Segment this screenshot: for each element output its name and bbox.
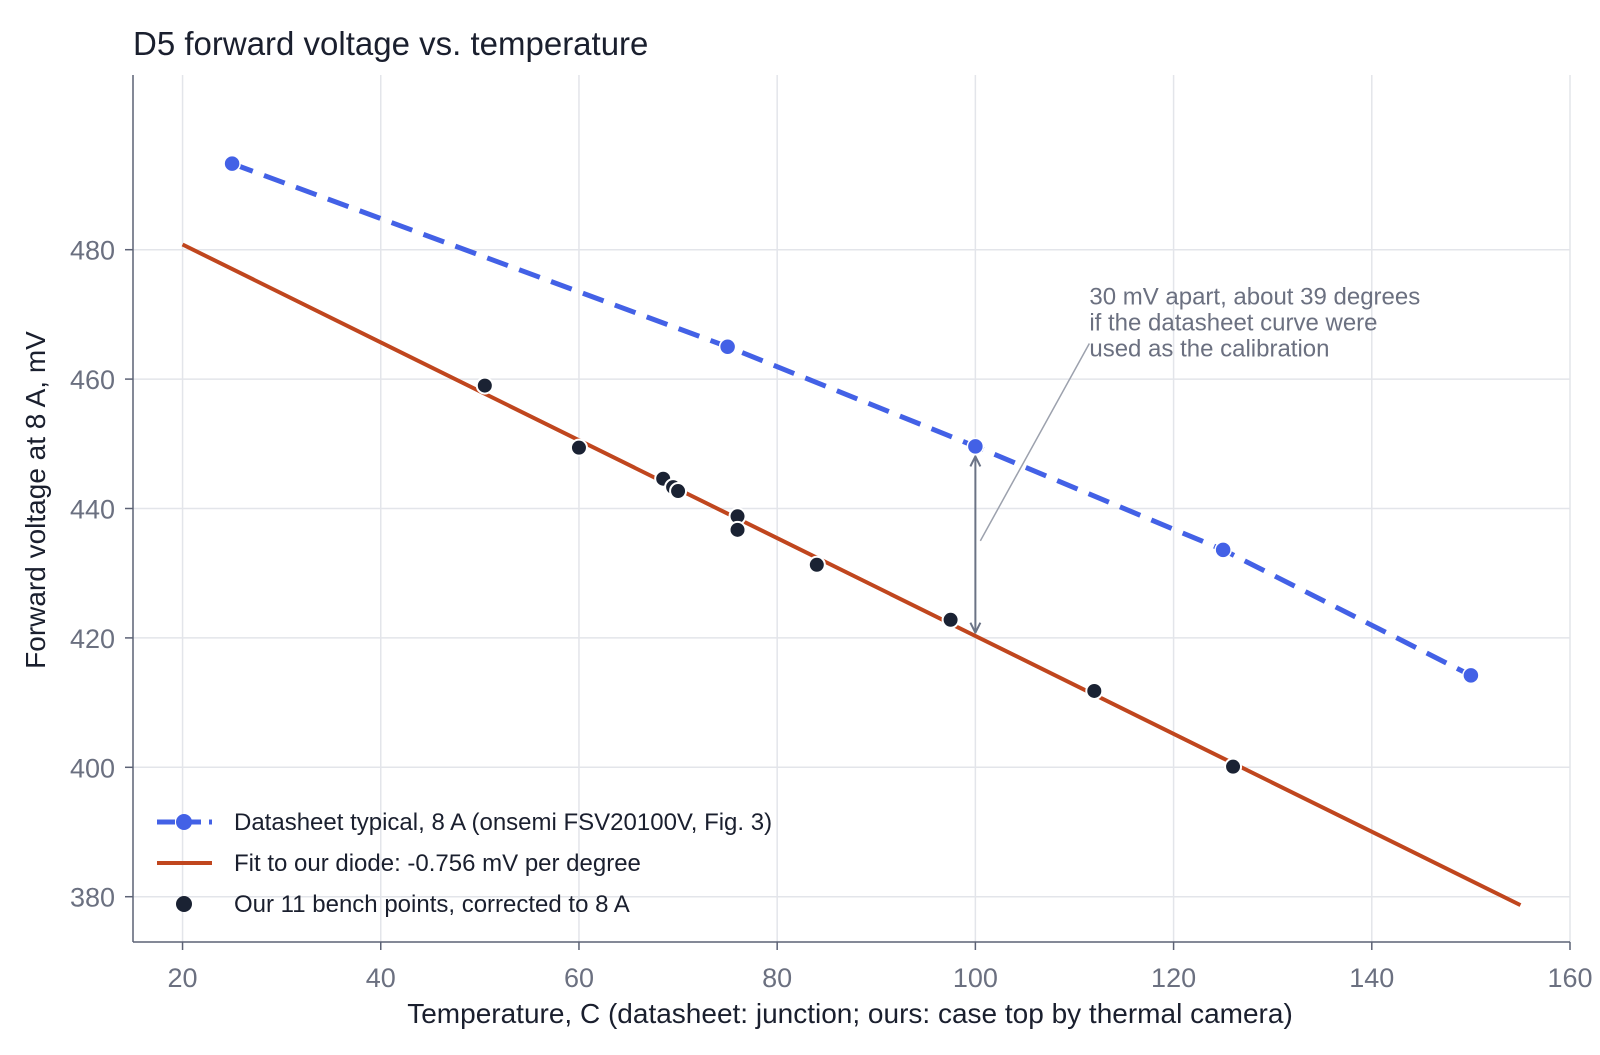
datasheet-marker xyxy=(718,337,737,356)
x-tick-label: 20 xyxy=(168,963,198,993)
legend-label: Datasheet typical, 8 A (onsemi FSV20100V… xyxy=(234,809,772,836)
legend-datasheet-marker xyxy=(176,814,192,830)
bench-point xyxy=(475,376,494,395)
grid xyxy=(133,75,1571,942)
annotation-text-line: if the datasheet curve were xyxy=(1089,310,1377,337)
x-tick-label: 140 xyxy=(1349,963,1394,993)
y-tick-label: 380 xyxy=(70,883,115,913)
legend-label: Fit to our diode: -0.756 mV per degree xyxy=(234,850,641,877)
x-tick-label: 60 xyxy=(564,963,594,993)
x-axis-title: Temperature, C (datasheet: junction; our… xyxy=(407,998,1293,1029)
y-tick-label: 460 xyxy=(70,365,115,395)
chart-title: D5 forward voltage vs. temperature xyxy=(133,25,648,62)
legend-points-marker xyxy=(176,896,192,912)
series-layer xyxy=(181,154,1522,907)
bench-point xyxy=(1085,681,1104,700)
datasheet-line xyxy=(231,161,1473,678)
annotation-text-line: used as the calibration xyxy=(1089,336,1329,363)
bench-point xyxy=(728,520,747,539)
bench-point xyxy=(1224,757,1243,776)
x-tick-label: 80 xyxy=(762,963,792,993)
x-tick-label: 160 xyxy=(1547,963,1592,993)
annotation-pointer-line xyxy=(979,343,1091,542)
y-axis-title: Forward voltage at 8 A, mV xyxy=(20,331,51,669)
x-tick-label: 120 xyxy=(1151,963,1196,993)
y-tick-label: 480 xyxy=(70,236,115,266)
annotation-text-line: 30 mV apart, about 39 degrees xyxy=(1089,284,1420,311)
bench-point xyxy=(569,438,588,457)
datasheet-marker xyxy=(966,437,985,456)
fit-line xyxy=(181,242,1522,907)
bench-point xyxy=(941,610,960,629)
datasheet-marker xyxy=(1462,666,1480,685)
x-tick-label: 40 xyxy=(366,963,396,993)
y-tick-label: 400 xyxy=(70,753,115,783)
bench-point xyxy=(669,482,688,501)
datasheet-marker xyxy=(1214,541,1232,559)
datasheet-marker xyxy=(223,154,241,173)
y-tick-label: 420 xyxy=(70,624,115,654)
x-tick-label: 100 xyxy=(953,963,998,993)
axes: 20 40 60 80 100 120 140 160 380 400 420 440 460 480 xyxy=(70,75,1593,993)
legend-label: Our 11 bench points, corrected to 8 A xyxy=(234,891,630,918)
bench-point xyxy=(807,555,826,574)
y-tick-label: 440 xyxy=(70,495,115,525)
legend: Datasheet typical, 8 A (onsemi FSV20100V… xyxy=(157,809,772,918)
